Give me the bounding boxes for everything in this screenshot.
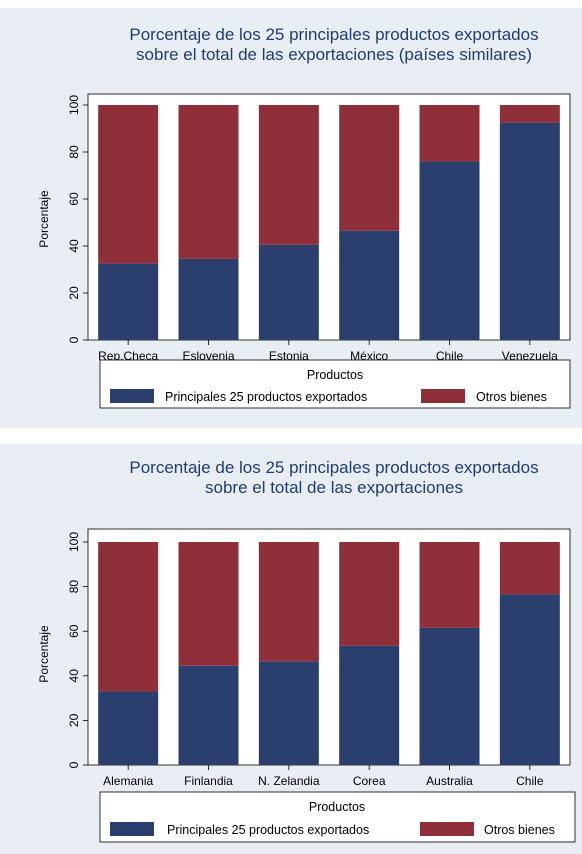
x-tick-label: Chile xyxy=(436,349,464,363)
bar-principales-3 xyxy=(339,645,400,765)
x-tick-label: N. Zelandia xyxy=(258,774,320,788)
bar-principales-2 xyxy=(258,244,319,340)
legend: Productos Principales 25 productos expor… xyxy=(99,791,576,843)
x-tick-label: Venezuela xyxy=(502,349,558,363)
y-tick-label: 100 xyxy=(67,95,81,115)
y-tick-label: 60 xyxy=(67,192,81,206)
legend-label-series1: Principales 25 productos exportados xyxy=(167,823,369,837)
chart-subtitle: sobre el total de las exportaciones (paí… xyxy=(136,45,532,64)
chart-title: Porcentaje de los 25 principales product… xyxy=(129,458,538,477)
legend-title: Productos xyxy=(309,800,365,814)
y-tick-label: 80 xyxy=(67,145,81,159)
chart-panel-top: Porcentaje de los 25 principales product… xyxy=(0,8,582,428)
legend-swatch-series1 xyxy=(110,822,154,836)
legend-swatch-series2 xyxy=(421,389,465,403)
legend: Productos Principales 25 productos expor… xyxy=(99,359,571,409)
plot-area xyxy=(87,528,571,766)
x-tick-label: Australia xyxy=(426,774,473,788)
legend-swatch-series2 xyxy=(420,822,474,836)
bar-otros-3 xyxy=(339,542,400,646)
bar-principales-4 xyxy=(419,161,480,340)
x-tick-label: Finlandia xyxy=(184,774,233,788)
bar-principales-1 xyxy=(178,665,239,765)
y-axis-label: Porcentaje xyxy=(37,625,51,683)
chart-title: Porcentaje de los 25 principales product… xyxy=(129,25,538,44)
y-tick-label: 100 xyxy=(67,532,81,552)
x-tick-label: Estonia xyxy=(269,349,309,363)
legend-swatch-series1 xyxy=(110,389,154,403)
y-tick-label: 80 xyxy=(67,580,81,594)
legend-box xyxy=(99,359,571,409)
x-tick-label: Alemania xyxy=(103,774,153,788)
legend-label-series2: Otros bienes xyxy=(484,823,555,837)
chart-bottom: Porcentaje de los 25 principales product… xyxy=(37,458,576,843)
bar-principales-0 xyxy=(98,691,159,765)
bar-otros-5 xyxy=(499,542,560,595)
chart-panel-bottom: Porcentaje de los 25 principales product… xyxy=(0,444,582,854)
legend-label-series2: Otros bienes xyxy=(476,390,547,404)
chart-subtitle: sobre el total de las exportaciones xyxy=(205,478,463,497)
y-ticks-group: 0 20 40 60 80 100 xyxy=(67,95,88,343)
y-axis-label: Porcentaje xyxy=(37,190,51,248)
y-tick-label: 0 xyxy=(67,761,81,768)
bar-otros-4 xyxy=(419,542,480,628)
x-tick-label: Rep.Checa xyxy=(98,349,158,363)
bar-principales-2 xyxy=(258,661,319,765)
bar-otros-2 xyxy=(258,105,319,245)
bar-principales-1 xyxy=(178,258,239,340)
bar-otros-3 xyxy=(339,105,400,231)
bar-principales-5 xyxy=(499,594,560,765)
bar-otros-4 xyxy=(419,105,480,162)
bar-otros-2 xyxy=(258,542,319,662)
y-tick-label: 0 xyxy=(67,336,81,343)
y-tick-label: 60 xyxy=(67,624,81,638)
bar-otros-1 xyxy=(178,105,239,259)
chart-top: Porcentaje de los 25 principales product… xyxy=(37,25,571,409)
x-ticks-group: Alemania Finlandia N. Zelandia Corea Austral… xyxy=(103,765,544,788)
bar-otros-5 xyxy=(499,105,560,123)
bar-otros-0 xyxy=(98,105,159,264)
x-tick-label: Corea xyxy=(353,774,386,788)
bar-principales-5 xyxy=(499,122,560,340)
y-tick-label: 20 xyxy=(67,286,81,300)
bar-principales-3 xyxy=(339,230,400,340)
y-tick-label: 20 xyxy=(67,713,81,727)
plot-area xyxy=(87,93,571,341)
y-tick-label: 40 xyxy=(67,669,81,683)
x-tick-label: México xyxy=(350,349,388,363)
bars-group xyxy=(98,542,560,765)
x-tick-label: Eslovenia xyxy=(182,349,234,363)
legend-label-series1: Principales 25 productos exportados xyxy=(165,390,367,404)
y-tick-label: 40 xyxy=(67,239,81,253)
x-ticks-group: Rep.Checa Eslovenia Estonia México Chile Vene… xyxy=(98,340,558,363)
bar-principales-4 xyxy=(419,627,480,765)
legend-box xyxy=(99,791,576,843)
legend-title: Productos xyxy=(307,368,363,382)
bar-principales-0 xyxy=(98,263,159,340)
bar-otros-1 xyxy=(178,542,239,666)
x-tick-label: Chile xyxy=(516,774,544,788)
bar-otros-0 xyxy=(98,542,159,692)
y-ticks-group: 0 20 40 60 80 100 xyxy=(67,532,88,768)
bars-group xyxy=(98,105,560,340)
